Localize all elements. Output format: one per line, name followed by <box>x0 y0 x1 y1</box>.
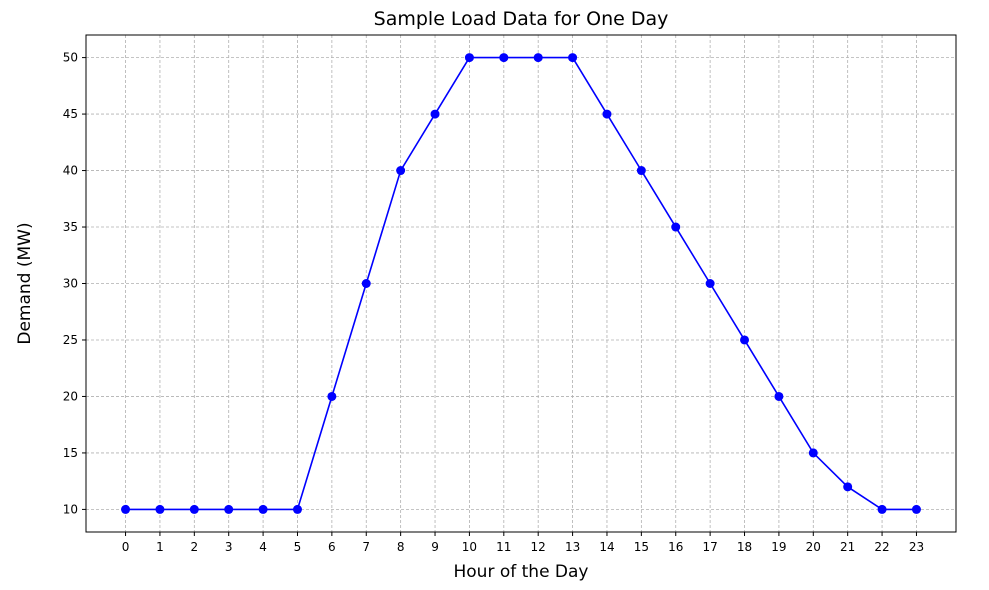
x-tick-label: 16 <box>668 540 683 554</box>
y-tick-label: 15 <box>63 446 78 460</box>
x-tick-label: 9 <box>431 540 439 554</box>
data-point <box>705 279 715 288</box>
data-point <box>258 504 268 514</box>
data-point <box>671 222 681 232</box>
x-tick-label: 12 <box>531 540 546 554</box>
data-point <box>396 166 406 176</box>
x-tick-label: 17 <box>702 540 717 554</box>
y-tick-label: 40 <box>63 164 78 178</box>
data-point <box>327 391 337 401</box>
x-tick-label: 4 <box>259 540 267 554</box>
x-tick-label: 23 <box>909 540 924 554</box>
x-tick-label: 19 <box>771 540 786 554</box>
data-point <box>499 53 509 63</box>
data-point <box>808 448 818 458</box>
chart-title: Sample Load Data for One Day <box>374 8 669 30</box>
data-point <box>224 504 234 514</box>
x-tick-label: 22 <box>874 540 889 554</box>
tick-layer: 0 1 2 3 4 5 6 7 8 9 10 11 12 13 14 15 16 17 18 19 20 21 22 2310… <box>63 51 924 554</box>
x-tick-label: 15 <box>634 540 649 554</box>
grid-layer <box>86 35 956 532</box>
data-point <box>843 482 853 492</box>
data-point <box>292 504 302 514</box>
y-tick-label: 20 <box>63 389 78 403</box>
data-point <box>911 504 921 514</box>
data-point <box>121 504 131 514</box>
data-point <box>774 391 784 401</box>
data-point <box>877 504 887 514</box>
data-point <box>430 109 440 119</box>
x-tick-label: 2 <box>190 540 198 554</box>
data-point <box>533 53 543 63</box>
x-tick-label: 3 <box>225 540 233 554</box>
y-tick-label: 50 <box>63 51 78 65</box>
y-tick-label: 45 <box>63 107 78 121</box>
x-tick-label: 21 <box>840 540 855 554</box>
x-tick-label: 6 <box>328 540 336 554</box>
series-layer <box>121 53 921 514</box>
y-axis-label: Demand (MW) <box>15 222 35 344</box>
x-tick-label: 20 <box>806 540 821 554</box>
x-tick-label: 0 <box>122 540 130 554</box>
data-point <box>155 504 165 514</box>
x-tick-label: 11 <box>496 540 511 554</box>
y-tick-label: 10 <box>63 502 78 516</box>
x-tick-label: 1 <box>156 540 164 554</box>
data-point <box>361 279 371 288</box>
x-tick-label: 10 <box>462 540 477 554</box>
data-point <box>740 335 750 345</box>
x-axis-label: Hour of the Day <box>453 562 588 582</box>
x-tick-label: 14 <box>599 540 614 554</box>
y-tick-label: 35 <box>63 220 78 234</box>
x-tick-label: 13 <box>565 540 580 554</box>
x-tick-label: 7 <box>362 540 370 554</box>
x-tick-label: 8 <box>397 540 405 554</box>
data-point <box>568 53 578 63</box>
y-tick-label: 25 <box>63 333 78 347</box>
data-point <box>464 53 474 63</box>
data-point <box>636 166 646 176</box>
data-point <box>602 109 612 119</box>
x-tick-label: 5 <box>294 540 302 554</box>
data-point <box>189 504 199 514</box>
y-tick-label: 30 <box>63 277 78 291</box>
x-tick-label: 18 <box>737 540 752 554</box>
series-line <box>125 56 917 511</box>
